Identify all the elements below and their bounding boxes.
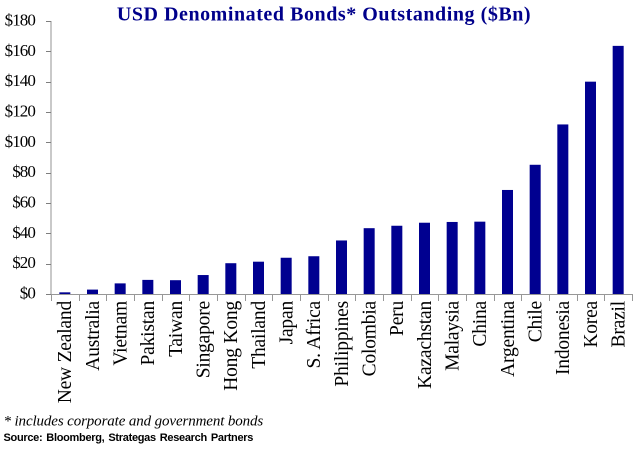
svg-text:New Zealand: New Zealand (55, 301, 76, 404)
svg-text:S. Africa: S. Africa (304, 300, 325, 368)
svg-text:$140: $140 (5, 71, 36, 90)
svg-text:$180: $180 (5, 11, 36, 30)
svg-text:$0: $0 (20, 284, 36, 303)
svg-text:$20: $20 (12, 253, 35, 272)
svg-text:$100: $100 (5, 132, 36, 151)
svg-text:Kazachstan: Kazachstan (415, 301, 436, 389)
svg-text:$120: $120 (5, 102, 36, 121)
svg-text:Hong Kong: Hong Kong (221, 301, 242, 391)
svg-text:Brazil: Brazil (609, 300, 630, 347)
svg-text:Australia: Australia (83, 300, 104, 370)
svg-text:Argentina: Argentina (498, 300, 519, 376)
svg-text:USD Denominated Bonds* Outstan: USD Denominated Bonds* Outstanding ($Bn) (117, 4, 531, 26)
svg-text:$80: $80 (12, 162, 35, 181)
svg-text:China: China (470, 300, 491, 346)
svg-text:Korea: Korea (581, 300, 602, 347)
svg-text:Japan: Japan (277, 301, 298, 345)
svg-text:Taiwan: Taiwan (166, 301, 187, 357)
svg-text:Thailand: Thailand (249, 301, 270, 369)
svg-text:Pakistan: Pakistan (138, 301, 159, 366)
svg-text:* includes corporate and gover: * includes corporate and government bond… (4, 414, 264, 430)
svg-text:Chile: Chile (526, 301, 547, 342)
svg-text:$160: $160 (5, 41, 36, 60)
svg-text:Malaysia: Malaysia (443, 300, 464, 370)
svg-text:$40: $40 (12, 223, 35, 242)
svg-text:$60: $60 (12, 193, 35, 212)
svg-text:Colombia: Colombia (360, 300, 381, 376)
svg-text:Peru: Peru (387, 301, 408, 336)
svg-text:Indonesia: Indonesia (553, 300, 574, 375)
svg-text:Source: Bloomberg, Strategas R: Source: Bloomberg, Strategas Research Pa… (4, 432, 254, 444)
svg-text:Philippines: Philippines (332, 301, 353, 387)
svg-text:Vietnam: Vietnam (111, 301, 132, 366)
svg-text:Singapore: Singapore (194, 301, 215, 378)
